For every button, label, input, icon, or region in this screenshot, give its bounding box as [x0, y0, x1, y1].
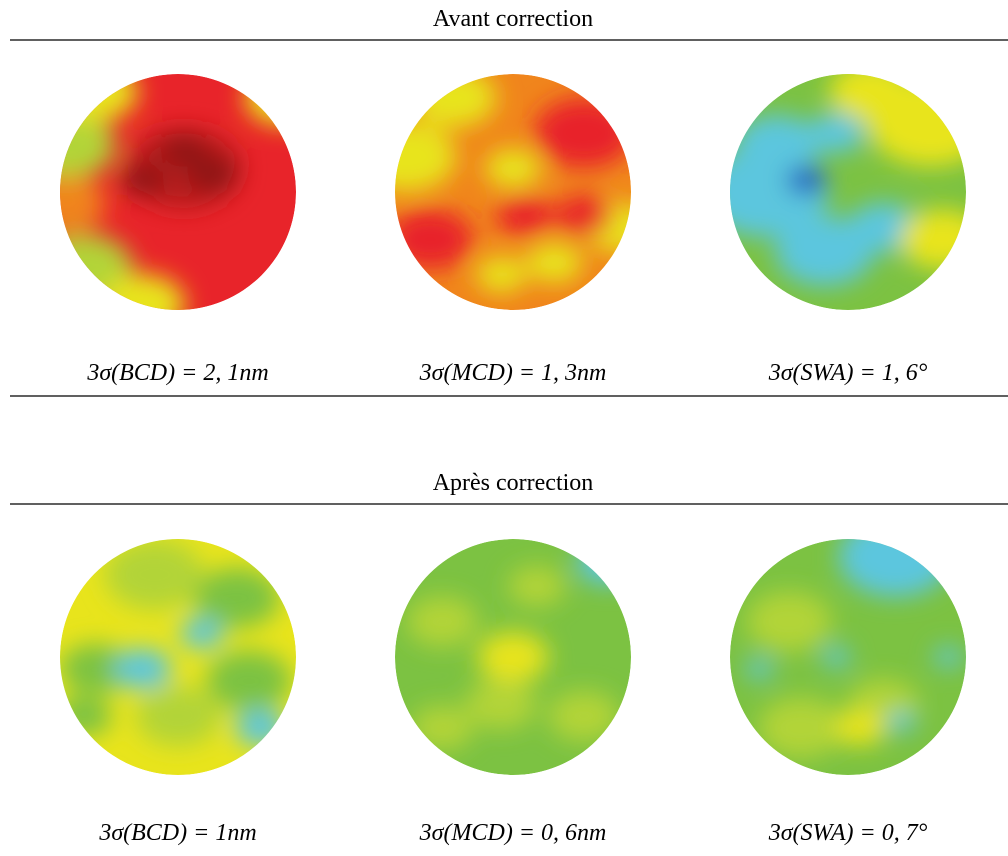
map-region — [100, 274, 186, 310]
wafer-maps — [60, 74, 966, 775]
caption: 3σ(SWA) = 1, 6° — [768, 360, 928, 386]
wafer-map — [395, 539, 631, 775]
caption: 3σ(SWA) = 0, 7° — [768, 820, 928, 846]
map-region — [180, 618, 223, 649]
map-region — [465, 679, 537, 730]
map-region — [555, 195, 613, 236]
map-region — [395, 121, 457, 192]
map-region — [475, 256, 527, 293]
map-region — [60, 643, 131, 694]
caption: 3σ(BCD) = 1nm — [98, 820, 256, 846]
map-region — [838, 539, 952, 597]
map-region — [534, 97, 631, 169]
map-region — [734, 114, 820, 175]
map-region — [484, 148, 542, 189]
map-region — [886, 711, 916, 732]
section-title: Après correction — [433, 470, 594, 496]
map-region — [395, 209, 473, 270]
map-region — [119, 164, 166, 197]
map-region — [525, 242, 583, 283]
wafer-map — [730, 74, 966, 310]
map-region — [206, 650, 292, 711]
section-title: Avant correction — [433, 6, 593, 32]
map-region — [829, 74, 915, 122]
wafer-map — [730, 539, 966, 775]
map-region — [406, 596, 478, 647]
caption: 3σ(BCD) = 2, 1nm — [86, 360, 268, 386]
map-region — [899, 209, 966, 270]
map-region — [807, 112, 865, 154]
wafer-map — [395, 74, 631, 310]
map-region — [822, 646, 851, 668]
map-region — [187, 156, 239, 193]
map-region — [746, 591, 832, 652]
map-region — [758, 697, 844, 758]
map-region — [508, 566, 565, 607]
map-region — [114, 648, 171, 689]
map-region — [411, 74, 497, 128]
map-region — [786, 166, 827, 195]
map-region — [834, 709, 886, 746]
map-region — [235, 709, 287, 746]
map-region — [411, 705, 474, 750]
map-region — [60, 695, 112, 737]
map-region — [135, 685, 221, 747]
map-region — [60, 74, 138, 122]
wafer-map — [60, 539, 296, 775]
caption: 3σ(MCD) = 0, 6nm — [419, 820, 607, 846]
map-region — [934, 646, 963, 668]
map-region — [161, 134, 207, 167]
map-region — [194, 567, 280, 629]
map-region — [104, 539, 204, 610]
map-region — [477, 631, 549, 683]
map-region — [244, 74, 296, 126]
map-region — [548, 690, 620, 742]
map-region — [576, 540, 631, 585]
caption: 3σ(MCD) = 1, 3nm — [419, 360, 607, 386]
map-region — [496, 195, 554, 236]
map-region — [745, 658, 774, 679]
map-region — [60, 175, 106, 232]
wafer-map — [60, 74, 296, 310]
